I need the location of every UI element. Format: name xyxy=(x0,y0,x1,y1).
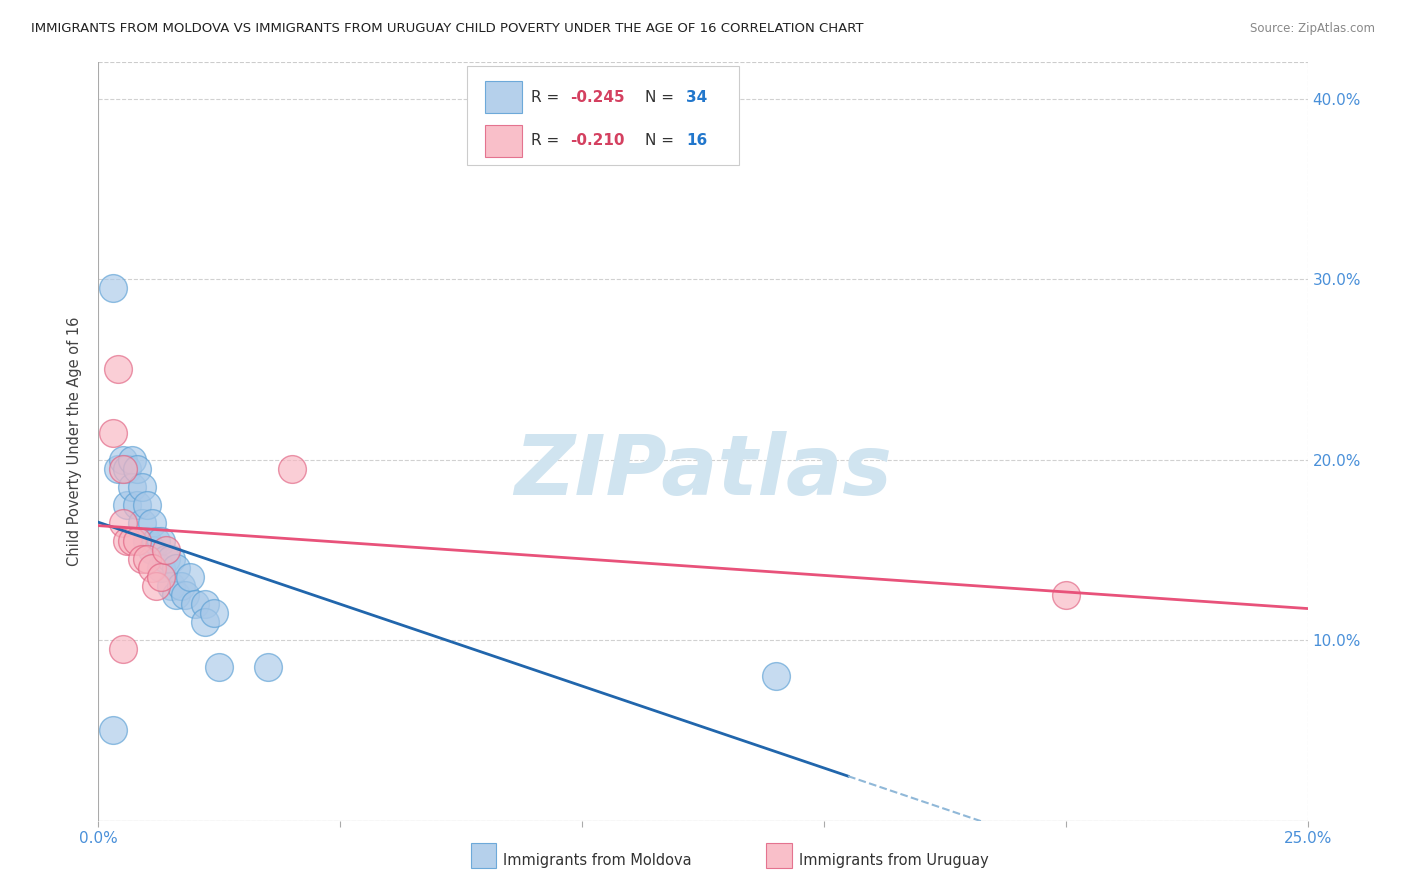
Point xyxy=(121,452,143,467)
Text: 34: 34 xyxy=(686,90,707,105)
Text: Source: ZipAtlas.com: Source: ZipAtlas.com xyxy=(1250,22,1375,36)
Y-axis label: Child Poverty Under the Age of 16: Child Poverty Under the Age of 16 xyxy=(67,317,83,566)
FancyBboxPatch shape xyxy=(467,66,740,165)
Text: IMMIGRANTS FROM MOLDOVA VS IMMIGRANTS FROM URUGUAY CHILD POVERTY UNDER THE AGE O: IMMIGRANTS FROM MOLDOVA VS IMMIGRANTS FR… xyxy=(31,22,863,36)
Point xyxy=(141,542,163,557)
Point xyxy=(127,533,149,548)
Text: N =: N = xyxy=(645,90,679,105)
Point xyxy=(165,588,187,602)
FancyBboxPatch shape xyxy=(485,125,522,157)
Point xyxy=(169,579,191,593)
Point xyxy=(117,533,139,548)
Text: R =: R = xyxy=(531,134,564,148)
Text: Immigrants from Uruguay: Immigrants from Uruguay xyxy=(799,854,988,868)
Point xyxy=(150,570,173,584)
Text: ZIPatlas: ZIPatlas xyxy=(515,432,891,512)
Point xyxy=(155,552,177,566)
Text: N =: N = xyxy=(645,134,679,148)
Point xyxy=(101,281,124,295)
Point xyxy=(131,516,153,530)
Point xyxy=(141,516,163,530)
Point xyxy=(155,542,177,557)
Point xyxy=(165,561,187,575)
Point xyxy=(131,552,153,566)
Point xyxy=(208,660,231,674)
Point xyxy=(145,579,167,593)
Point xyxy=(101,723,124,738)
Text: -0.210: -0.210 xyxy=(569,134,624,148)
Text: R =: R = xyxy=(531,90,564,105)
Point xyxy=(127,461,149,475)
Point xyxy=(160,579,183,593)
Point xyxy=(179,570,201,584)
Point xyxy=(204,606,226,620)
Point xyxy=(174,588,197,602)
Point xyxy=(111,642,134,657)
Point xyxy=(184,597,207,611)
Point xyxy=(1054,588,1077,602)
Point xyxy=(145,533,167,548)
Point xyxy=(107,461,129,475)
Point xyxy=(117,461,139,475)
Point xyxy=(256,660,278,674)
Point xyxy=(131,480,153,494)
Point xyxy=(150,561,173,575)
Text: Immigrants from Moldova: Immigrants from Moldova xyxy=(503,854,692,868)
Point xyxy=(117,498,139,512)
Point xyxy=(194,615,217,629)
FancyBboxPatch shape xyxy=(485,81,522,113)
Point xyxy=(101,425,124,440)
Point xyxy=(111,516,134,530)
Point xyxy=(141,561,163,575)
Point xyxy=(281,461,304,475)
Point xyxy=(150,533,173,548)
Point xyxy=(135,498,157,512)
Text: 16: 16 xyxy=(686,134,707,148)
Point xyxy=(111,452,134,467)
Point xyxy=(135,533,157,548)
Point xyxy=(127,498,149,512)
Point xyxy=(111,461,134,475)
Point xyxy=(135,552,157,566)
Text: -0.245: -0.245 xyxy=(569,90,624,105)
Point xyxy=(121,480,143,494)
Point xyxy=(765,669,787,683)
Point xyxy=(107,362,129,376)
Point xyxy=(194,597,217,611)
Point xyxy=(121,533,143,548)
Point xyxy=(160,552,183,566)
